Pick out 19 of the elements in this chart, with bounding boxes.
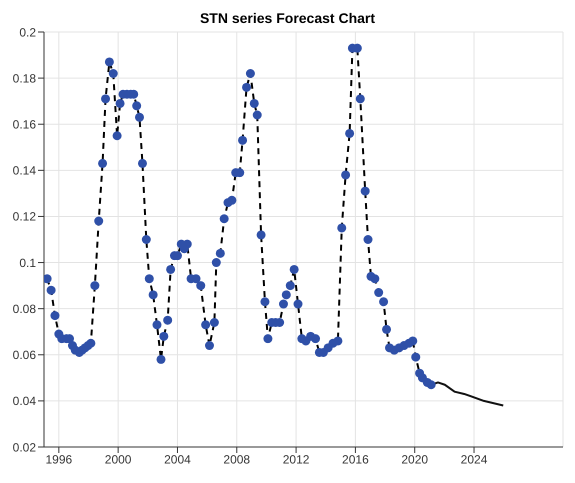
- x-tick-label: 2004: [164, 452, 192, 467]
- y-tick-label: 0.14: [12, 164, 36, 178]
- y-tick-label: 0.18: [12, 71, 36, 86]
- y-tick-label: 0.1: [19, 256, 36, 270]
- y-tick-label: 0.08: [12, 302, 36, 316]
- x-tick-label: 2000: [104, 452, 132, 467]
- x-tick-label: 2024: [460, 452, 488, 467]
- y-tick-label: 0.04: [12, 394, 36, 408]
- x-tick-label: 2008: [223, 452, 250, 467]
- y-tick-label: 0.12: [12, 210, 36, 224]
- x-tick-label: 2016: [342, 452, 370, 467]
- y-tick-label: 0.16: [12, 117, 36, 132]
- y-tick-label: 0.02: [12, 440, 36, 454]
- chart-title: STN series Forecast Chart: [200, 10, 376, 26]
- y-tick-label: 0.06: [12, 348, 36, 362]
- y-tick-label: 0.2: [19, 25, 36, 40]
- x-tick-label: 2012: [282, 452, 310, 467]
- x-tick-label: 2020: [401, 452, 428, 467]
- x-tick-label: 1996: [45, 452, 72, 467]
